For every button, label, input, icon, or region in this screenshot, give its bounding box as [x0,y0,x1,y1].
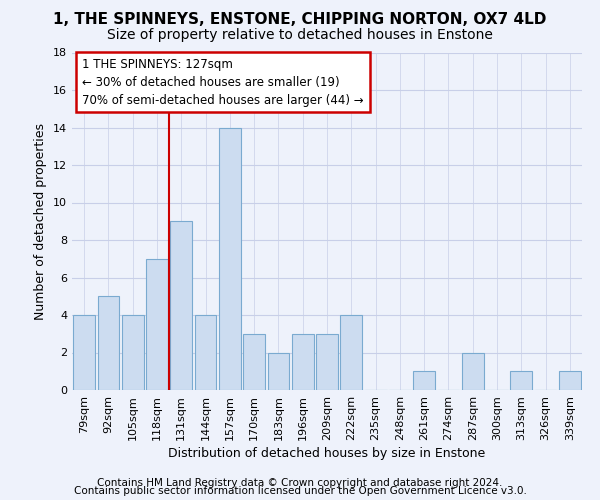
Bar [462,352,484,390]
Bar [292,334,314,390]
Text: Size of property relative to detached houses in Enstone: Size of property relative to detached ho… [107,28,493,42]
Text: 1 THE SPINNEYS: 127sqm
← 30% of detached houses are smaller (19)
70% of semi-det: 1 THE SPINNEYS: 127sqm ← 30% of detached… [82,58,364,106]
Text: Contains public sector information licensed under the Open Government Licence v3: Contains public sector information licen… [74,486,526,496]
Bar [340,315,362,390]
Bar [194,315,217,390]
Bar [146,259,168,390]
Text: 1, THE SPINNEYS, ENSTONE, CHIPPING NORTON, OX7 4LD: 1, THE SPINNEYS, ENSTONE, CHIPPING NORTO… [53,12,547,28]
Y-axis label: Number of detached properties: Number of detached properties [34,122,47,320]
Bar [316,334,338,390]
Bar [243,334,265,390]
Bar [511,371,532,390]
X-axis label: Distribution of detached houses by size in Enstone: Distribution of detached houses by size … [169,447,485,460]
Bar [413,371,435,390]
Bar [268,352,289,390]
Bar [170,221,192,390]
Bar [122,315,143,390]
Text: Contains HM Land Registry data © Crown copyright and database right 2024.: Contains HM Land Registry data © Crown c… [97,478,503,488]
Bar [73,315,95,390]
Bar [97,296,119,390]
Bar [559,371,581,390]
Bar [219,128,241,390]
